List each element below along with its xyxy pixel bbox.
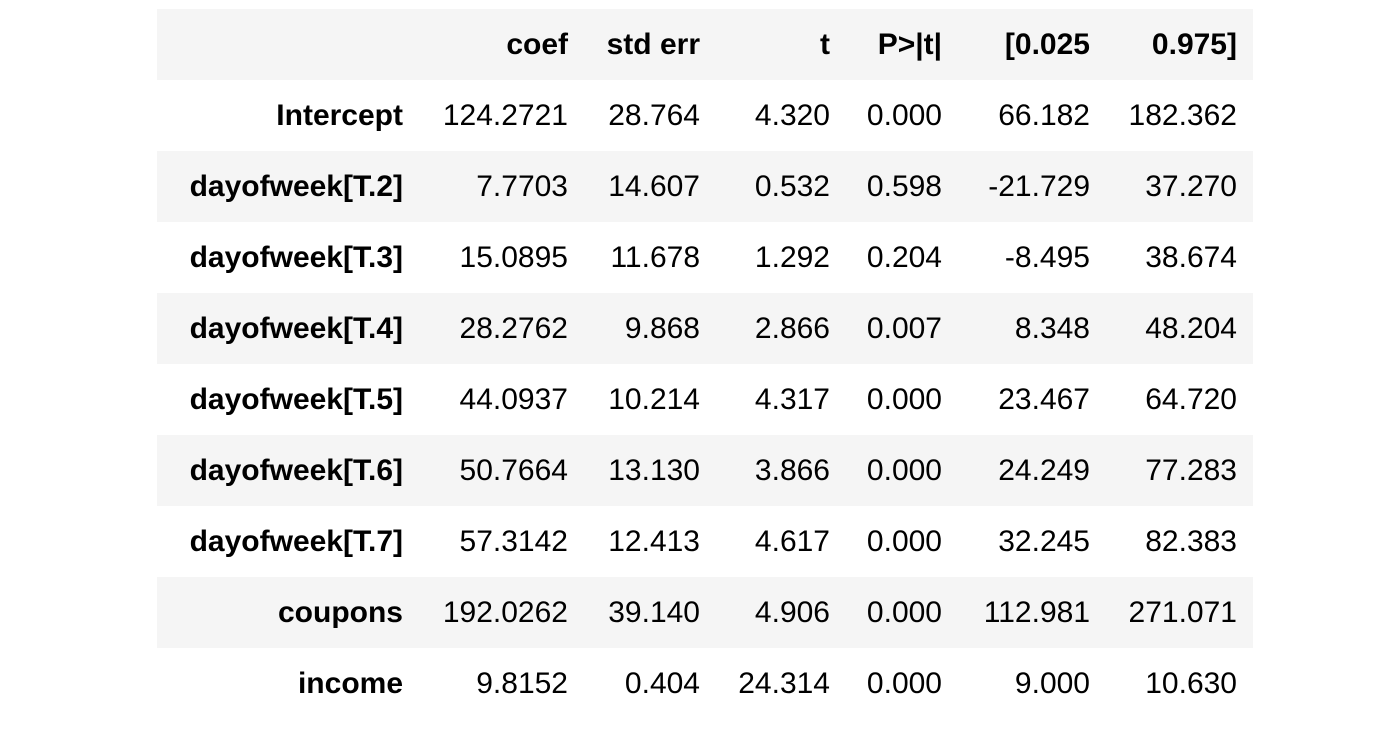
header-t: t (820, 27, 830, 61)
cell-p-value: 0.007 (866, 311, 942, 345)
cell-std-err: 12.413 (608, 524, 700, 558)
cell-std-err: 28.764 (608, 98, 700, 132)
cell-ci-low: -21.729 (988, 169, 1090, 203)
cell-ci-low: 8.348 (1014, 311, 1090, 345)
row-label: dayofweek[T.2] (189, 169, 403, 203)
cell-ci-high: 77.283 (1145, 453, 1237, 487)
cell-coef: 192.0262 (442, 595, 568, 629)
cell-coef: 28.2762 (459, 311, 568, 345)
table-row: dayofweek[T.6] 50.7664 13.130 3.866 0.00… (157, 435, 1253, 506)
header-ci-low: [0.025 (1004, 27, 1090, 61)
row-label: dayofweek[T.6] (189, 453, 403, 487)
cell-p-value: 0.000 (866, 666, 942, 700)
cell-t: 2.866 (754, 311, 830, 345)
cell-ci-high: 64.720 (1145, 382, 1237, 416)
table-row: Intercept 124.2721 28.764 4.320 0.000 66… (157, 80, 1253, 151)
row-label: dayofweek[T.4] (189, 311, 403, 345)
header-ci-high: 0.975] (1151, 27, 1237, 61)
cell-p-value: 0.000 (866, 453, 942, 487)
cell-ci-low: 23.467 (998, 382, 1090, 416)
cell-p-value: 0.000 (866, 98, 942, 132)
table-row: income 9.8152 0.404 24.314 0.000 9.000 1… (157, 648, 1253, 719)
cell-std-err: 11.678 (610, 240, 700, 274)
cell-std-err: 0.404 (624, 666, 700, 700)
cell-std-err: 13.130 (608, 453, 700, 487)
cell-t: 3.866 (754, 453, 830, 487)
cell-coef: 44.0937 (459, 382, 568, 416)
cell-t: 0.532 (754, 169, 830, 203)
header-std-err: std err (606, 27, 700, 61)
table-row: dayofweek[T.5] 44.0937 10.214 4.317 0.00… (157, 364, 1253, 435)
row-label: income (297, 666, 403, 700)
header-index (157, 9, 419, 80)
cell-t: 4.617 (754, 524, 830, 558)
cell-coef: 9.8152 (476, 666, 568, 700)
cell-coef: 57.3142 (459, 524, 568, 558)
cell-ci-high: 48.204 (1145, 311, 1237, 345)
cell-coef: 124.2721 (442, 98, 568, 132)
cell-ci-high: 82.383 (1145, 524, 1237, 558)
cell-t: 4.317 (754, 382, 830, 416)
cell-ci-low: 32.245 (998, 524, 1090, 558)
row-label: dayofweek[T.7] (189, 524, 403, 558)
cell-ci-low: 24.249 (998, 453, 1090, 487)
cell-ci-low: -8.495 (1004, 240, 1090, 274)
table-row: dayofweek[T.4] 28.2762 9.868 2.866 0.007… (157, 293, 1253, 364)
coefficient-table: coef std err t P>|t| [0.025 0.975] Inter… (157, 9, 1253, 719)
header-coef: coef (506, 27, 568, 61)
cell-std-err: 9.868 (624, 311, 700, 345)
cell-ci-low: 9.000 (1014, 666, 1090, 700)
header-p-value: P>|t| (877, 27, 942, 61)
cell-ci-high: 37.270 (1145, 169, 1237, 203)
table-row: dayofweek[T.7] 57.3142 12.413 4.617 0.00… (157, 506, 1253, 577)
cell-ci-low: 112.981 (983, 595, 1090, 629)
row-label: dayofweek[T.3] (189, 240, 403, 274)
cell-coef: 7.7703 (476, 169, 568, 203)
cell-p-value: 0.000 (866, 382, 942, 416)
cell-t: 4.906 (754, 595, 830, 629)
cell-std-err: 10.214 (608, 382, 700, 416)
cell-std-err: 14.607 (608, 169, 700, 203)
table-row: dayofweek[T.3] 15.0895 11.678 1.292 0.20… (157, 222, 1253, 293)
table-row: dayofweek[T.2] 7.7703 14.607 0.532 0.598… (157, 151, 1253, 222)
row-label: dayofweek[T.5] (189, 382, 403, 416)
cell-p-value: 0.000 (866, 595, 942, 629)
cell-t: 4.320 (754, 98, 830, 132)
row-label: Intercept (276, 98, 403, 132)
header-row: coef std err t P>|t| [0.025 0.975] (157, 9, 1253, 80)
cell-ci-high: 271.071 (1128, 595, 1237, 629)
cell-std-err: 39.140 (608, 595, 700, 629)
cell-p-value: 0.204 (866, 240, 942, 274)
cell-coef: 15.0895 (459, 240, 568, 274)
cell-p-value: 0.598 (866, 169, 942, 203)
cell-t: 1.292 (754, 240, 830, 274)
cell-ci-high: 182.362 (1128, 98, 1237, 132)
cell-ci-high: 10.630 (1145, 666, 1237, 700)
row-label: coupons (278, 595, 403, 629)
cell-coef: 50.7664 (459, 453, 568, 487)
cell-t: 24.314 (738, 666, 830, 700)
regression-summary: coef std err t P>|t| [0.025 0.975] Inter… (157, 9, 1253, 719)
table-row: coupons 192.0262 39.140 4.906 0.000 112.… (157, 577, 1253, 648)
cell-ci-low: 66.182 (998, 98, 1090, 132)
cell-p-value: 0.000 (866, 524, 942, 558)
cell-ci-high: 38.674 (1145, 240, 1237, 274)
